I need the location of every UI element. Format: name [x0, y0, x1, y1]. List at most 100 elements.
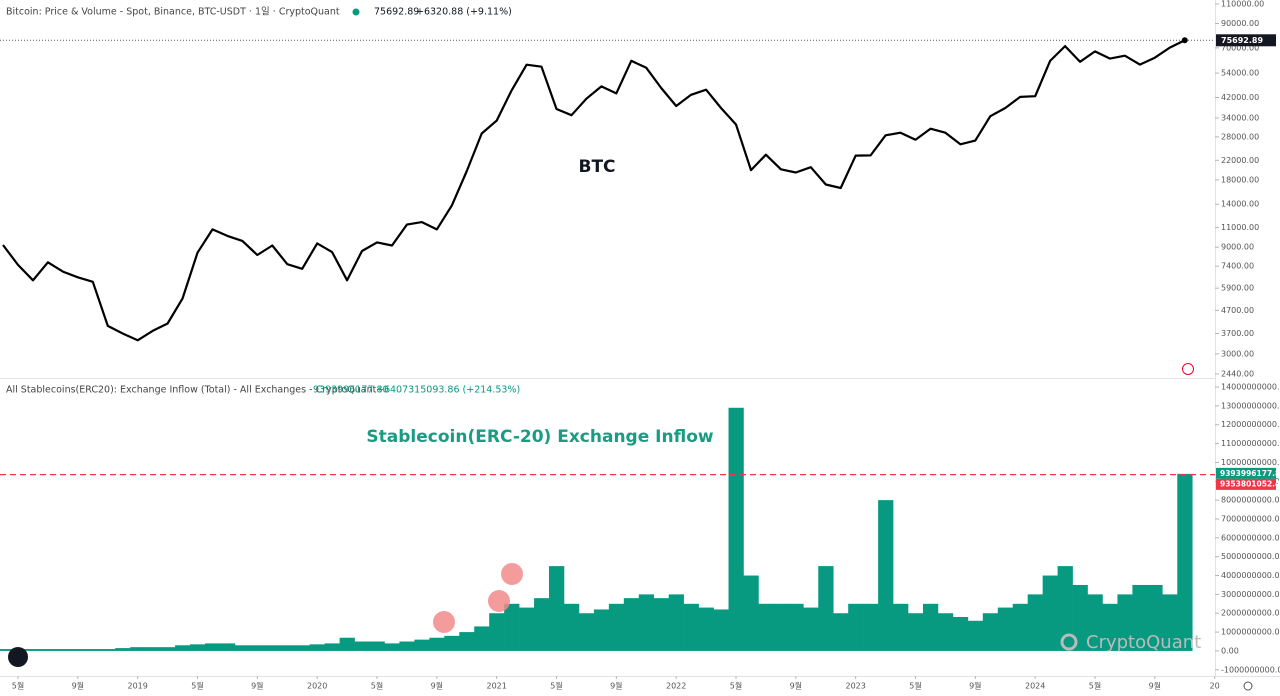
- bar: [264, 645, 281, 651]
- bar: [279, 645, 296, 651]
- bar: [100, 649, 116, 651]
- bar: [848, 603, 864, 651]
- bar: [728, 407, 744, 651]
- bar: [519, 607, 535, 651]
- y-tick-label: 11000000000.00: [1221, 439, 1280, 448]
- x-tick-label: 2024: [1025, 682, 1045, 691]
- x-tick-label: 5월: [371, 681, 383, 691]
- y-tick-label: 2440.00: [1221, 369, 1254, 378]
- reference-box: [1216, 478, 1276, 490]
- bar: [1132, 584, 1148, 651]
- bar: [668, 594, 684, 651]
- bar: [1147, 584, 1163, 651]
- bar: [908, 613, 924, 651]
- bar: [504, 603, 520, 651]
- bar: [399, 641, 415, 651]
- y-tick-label: 14000000000.00: [1221, 383, 1280, 392]
- y-tick-label: 5000000000.00: [1221, 552, 1280, 561]
- last-value-box: [1216, 467, 1276, 479]
- bar: [474, 626, 490, 651]
- bar: [922, 603, 939, 651]
- settings-icon[interactable]: [1243, 681, 1253, 691]
- last-point: [1181, 37, 1188, 44]
- bar: [878, 500, 894, 651]
- bar: [309, 644, 325, 651]
- x-tick-label: 5월: [730, 681, 742, 691]
- bar: [384, 643, 400, 651]
- bar: [85, 649, 101, 651]
- bar: [369, 641, 385, 651]
- bar: [1087, 594, 1103, 651]
- bar: [354, 641, 370, 651]
- x-tick-label: 5월: [550, 681, 562, 691]
- bar: [818, 566, 834, 651]
- header-change: +6407315093.86 (+214.53%): [376, 385, 520, 396]
- x-tick-label: 9월: [251, 681, 263, 691]
- bar: [952, 617, 969, 651]
- header-price: 75692.89: [374, 7, 419, 18]
- x-tick-label: 2020: [307, 682, 327, 691]
- pane-title: All Stablecoins(ERC20): Exchange Inflow …: [6, 385, 377, 396]
- y-tick-label: 8000000000.00: [1221, 496, 1280, 505]
- y-tick-label: 34000.00: [1221, 114, 1259, 123]
- header-change: +6320.88 (+9.11%): [416, 7, 512, 18]
- bar: [1162, 594, 1178, 651]
- y-tick-label: 3000.00: [1221, 349, 1254, 358]
- x-tick-label: 5월: [12, 681, 24, 691]
- bar: [0, 649, 11, 651]
- y-tick-label: 22000.00: [1221, 156, 1259, 165]
- last-price-label: 75692.89: [1221, 36, 1263, 45]
- y-tick-label: 4700.00: [1221, 306, 1254, 315]
- bar: [204, 643, 221, 651]
- y-tick-label: 14000.00: [1221, 200, 1259, 209]
- bar: [55, 649, 71, 651]
- bar: [863, 603, 879, 651]
- bar: [608, 603, 625, 651]
- tv-logo[interactable]: [8, 647, 28, 667]
- bar: [1177, 473, 1193, 651]
- highlight-circle: [501, 563, 523, 585]
- x-tick-label: 2019: [127, 682, 147, 691]
- highlight-circle: [488, 590, 510, 612]
- bar: [324, 643, 340, 651]
- bar: [578, 613, 595, 651]
- y-tick-label: 7400.00: [1221, 262, 1254, 271]
- x-tick-label: 9월: [72, 681, 84, 691]
- x-tick-label: 5월: [191, 681, 203, 691]
- x-tick-label: 2022: [666, 682, 686, 691]
- bar: [1012, 603, 1028, 651]
- bar: [249, 645, 266, 651]
- y-tick-label: 70000.00: [1221, 43, 1259, 52]
- y-tick-label: 11000.00: [1221, 223, 1259, 232]
- y-tick-label: 10000000000.00: [1221, 458, 1280, 467]
- last-value-label: 9393996177.80: [1220, 469, 1280, 478]
- y-tick-label: 54000.00: [1221, 69, 1259, 78]
- y-tick-label: 12000000000.00: [1221, 420, 1280, 429]
- bar: [115, 648, 131, 651]
- bar: [444, 635, 460, 651]
- reference-value-label: 9353801052.45: [1220, 479, 1280, 488]
- bar: [145, 647, 161, 651]
- status-dot: [352, 8, 360, 16]
- bar: [788, 603, 804, 651]
- y-tick-label: 4000000000.00: [1221, 571, 1280, 580]
- x-tick-label: 9월: [1149, 681, 1161, 691]
- bar: [219, 643, 236, 651]
- y-tick-label: 3000000000.00: [1221, 590, 1280, 599]
- bar: [893, 603, 909, 651]
- x-tick-label: 2021: [486, 682, 506, 691]
- bar: [414, 639, 430, 651]
- bar: [803, 607, 819, 651]
- x-tick-label: 9월: [431, 681, 443, 691]
- pane-title: Bitcoin: Price & Volume - Spot, Binance,…: [6, 7, 340, 18]
- y-tick-label: 1000000000.00: [1221, 628, 1280, 637]
- bar: [982, 613, 999, 651]
- bar: [160, 647, 176, 651]
- bar: [833, 613, 849, 651]
- bar: [773, 603, 789, 651]
- y-tick-label: 0.00: [1221, 646, 1239, 655]
- y-tick-label: 6000000000.00: [1221, 533, 1280, 542]
- bar: [653, 598, 669, 651]
- bar: [25, 649, 41, 651]
